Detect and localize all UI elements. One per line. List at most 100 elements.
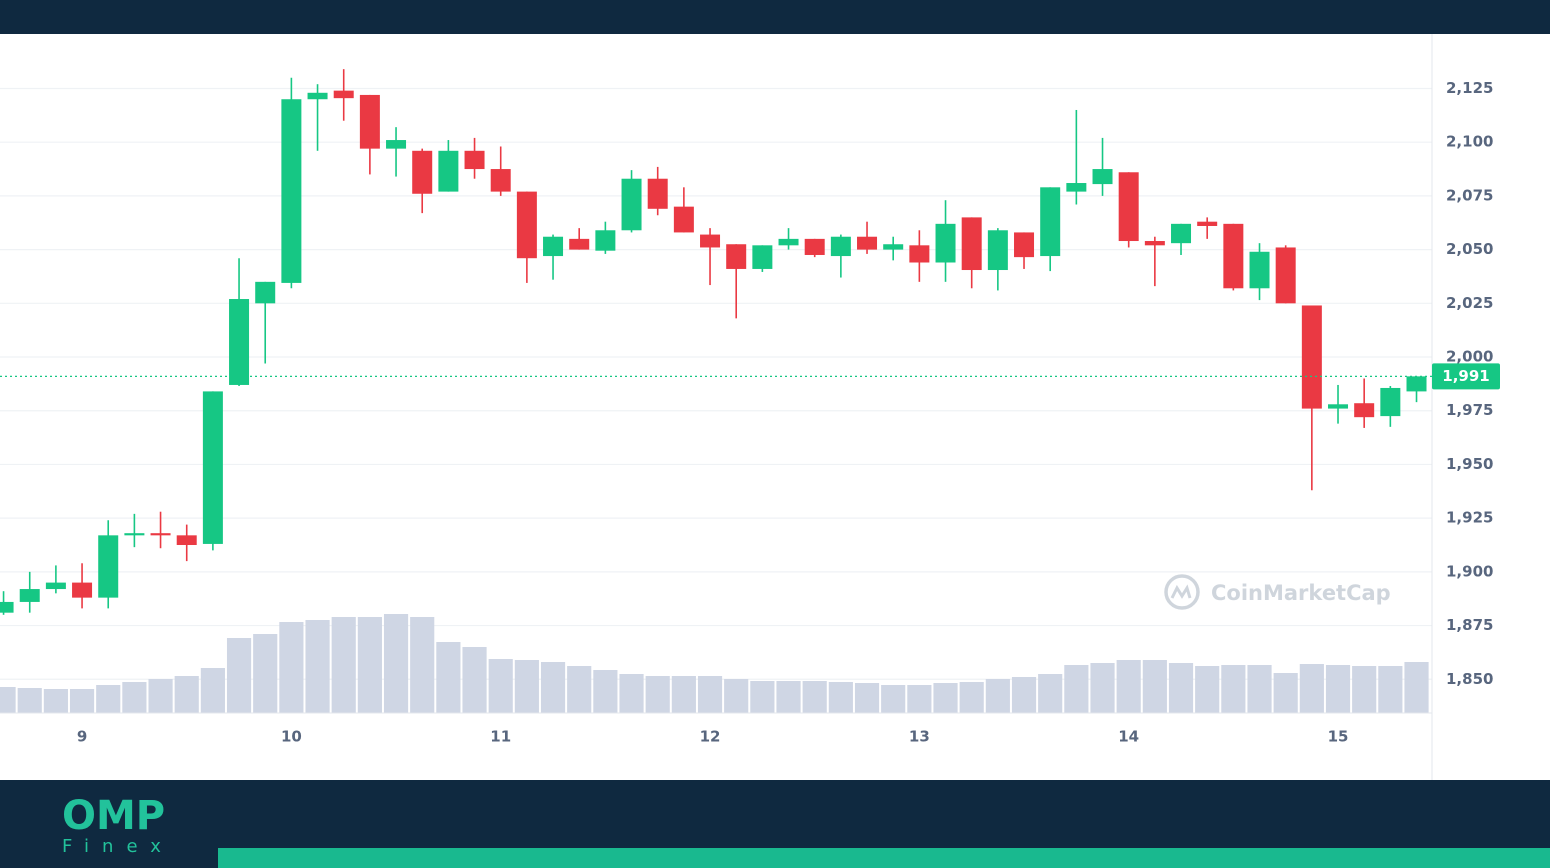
volume-bar [383, 614, 409, 713]
x-tick-label: 9 [77, 728, 87, 746]
volume-bar [1038, 674, 1063, 713]
top-band [0, 0, 1550, 34]
candle-body [72, 582, 93, 598]
candle-body [202, 391, 223, 544]
candle-body [961, 217, 982, 271]
volume-bar [436, 642, 461, 713]
y-tick-label: 1,975 [1446, 401, 1493, 419]
brand-logo: OMP [62, 793, 165, 839]
candle-body [307, 92, 328, 100]
candle-body [543, 236, 564, 257]
volume-bar [1247, 665, 1272, 713]
candle-body [516, 191, 537, 259]
candle-body [1406, 376, 1427, 392]
candle-body [804, 238, 825, 255]
volume-bar [357, 617, 382, 713]
volume-bar [462, 647, 487, 713]
volume-bar [985, 679, 1010, 713]
candle-body [726, 244, 747, 269]
candle-body [45, 582, 66, 590]
volume-bar [671, 676, 696, 713]
volume-bar [1168, 663, 1194, 713]
volume-bar [854, 683, 880, 713]
x-tick-label: 15 [1328, 728, 1349, 746]
x-tick-label: 12 [700, 728, 721, 746]
candle-body [935, 223, 956, 263]
volume-bar [567, 666, 592, 713]
current-price-box [1432, 363, 1500, 390]
watermark-icon [1164, 574, 1200, 610]
candle-body [909, 245, 930, 263]
volume-bar [174, 676, 199, 713]
candle-body [1092, 169, 1113, 185]
candle-body [1197, 221, 1218, 226]
candle-body [359, 94, 380, 149]
y-tick-label: 1,850 [1446, 670, 1493, 688]
volume-bar [253, 634, 278, 713]
candle-body [1380, 387, 1401, 417]
volume-bar [1064, 665, 1089, 713]
volume-bar [488, 659, 513, 713]
volume-bar [645, 676, 670, 713]
candle-body [778, 238, 799, 246]
candle-body [0, 601, 14, 613]
volume-bar [69, 689, 95, 713]
candle-body [386, 140, 407, 149]
candle-body [673, 206, 694, 233]
volume-bar [122, 682, 147, 713]
x-tick-label: 14 [1118, 728, 1139, 746]
axes: 1,850 1,875 1,900 1,925 1,950 1,975 2,000 2,025… [0, 79, 1500, 746]
volume-bar [540, 662, 566, 713]
candle-body [1328, 404, 1349, 409]
volume-bar [148, 679, 173, 713]
candle-body [647, 178, 668, 209]
candles [0, 69, 1427, 615]
candle-body [595, 230, 616, 251]
volume-bar [1352, 666, 1377, 713]
volume-bar [881, 685, 906, 713]
volume-bar [619, 674, 644, 713]
candle-body [1223, 223, 1244, 289]
candle-body [124, 533, 145, 536]
volume-bar [96, 685, 121, 713]
footer-accent [218, 848, 1550, 868]
volume-bar [828, 682, 853, 713]
candle-body [1275, 247, 1296, 304]
y-tick-label: 2,075 [1446, 186, 1493, 204]
candle-body [987, 230, 1008, 271]
candle-body [438, 150, 459, 192]
volume-bars [0, 614, 1429, 713]
candle-body [1144, 241, 1165, 246]
candle-body [281, 99, 302, 283]
candle-body [1301, 305, 1322, 409]
volume-bar [776, 681, 801, 713]
y-tick-label: 2,025 [1446, 294, 1493, 312]
volume-bar [1325, 665, 1351, 713]
volume-bar [331, 617, 356, 713]
volume-bar [959, 682, 984, 713]
candle-body [621, 178, 642, 231]
volume-bar [1142, 660, 1167, 713]
candle-body [1066, 183, 1087, 192]
candle-body [490, 169, 511, 192]
volume-bar [1299, 664, 1324, 713]
volume-bar [724, 679, 749, 713]
candle-body [1249, 251, 1270, 289]
y-tick-label: 2,000 [1446, 348, 1493, 366]
candle-body [569, 238, 590, 250]
x-tick-label: 10 [281, 728, 302, 746]
y-tick-label: 1,925 [1446, 509, 1493, 527]
candle-body [752, 245, 773, 269]
y-tick-label: 2,125 [1446, 79, 1493, 97]
volume-bar [410, 617, 435, 713]
volume-bar [0, 687, 16, 713]
watermark: CoinMarketCap [1164, 574, 1391, 610]
y-tick-label: 2,100 [1446, 133, 1493, 151]
candle-body [700, 234, 721, 248]
watermark-text: CoinMarketCap [1211, 581, 1391, 605]
volume-bar [1221, 665, 1246, 713]
volume-bar [1116, 660, 1141, 713]
volume-bar [1195, 666, 1220, 713]
